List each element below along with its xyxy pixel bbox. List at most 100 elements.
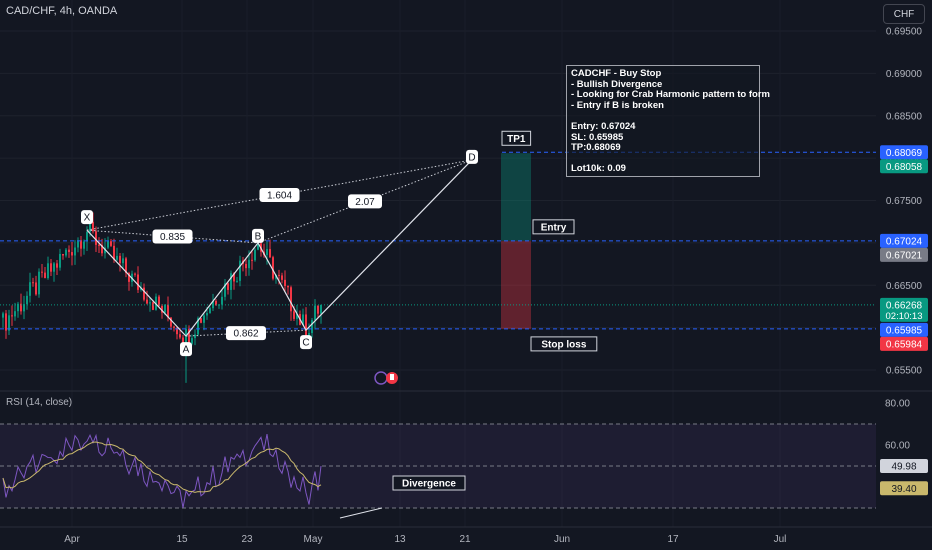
rsi-pane: 80.00 60.00 Divergence xyxy=(0,399,910,519)
candle-body xyxy=(197,318,199,335)
level-lines: TP1 Entry Stop loss xyxy=(0,130,876,352)
candle-body xyxy=(161,305,163,313)
candle-body xyxy=(104,247,106,254)
grid xyxy=(0,30,932,528)
candle-body xyxy=(149,302,151,304)
ratio-label-box xyxy=(259,187,300,202)
candle-body xyxy=(248,259,250,269)
tp1-label-text: TP1 xyxy=(507,134,526,145)
position-entry-tag: 0.67021 xyxy=(886,250,923,261)
candle-body xyxy=(200,318,202,323)
candle-body xyxy=(5,313,7,331)
rsi-tick-label: 60.00 xyxy=(885,441,910,452)
loss-zone xyxy=(501,240,531,329)
time-tick-label: 15 xyxy=(176,534,188,545)
candle-body xyxy=(137,274,139,290)
price-tick-label: 0.69000 xyxy=(886,69,923,80)
pattern-point-label: B xyxy=(255,231,262,242)
candle-body xyxy=(20,303,22,312)
time-axis: Apr 15 23 May 13 21 Jun 17 Jul xyxy=(64,534,786,545)
candle-body xyxy=(215,300,217,306)
candle-body xyxy=(266,249,268,256)
candle-body xyxy=(56,263,58,268)
candle-body xyxy=(71,252,73,256)
harmonic-pattern: 1.604 0.835 2.07 0.862 X A B C D xyxy=(81,149,478,385)
ratio-label-box xyxy=(226,326,266,341)
divergence-line xyxy=(339,507,383,519)
candle-body xyxy=(77,240,79,248)
price-tick-label: 0.68500 xyxy=(886,111,923,122)
candle-body xyxy=(110,241,112,246)
entry-label: Entry xyxy=(532,219,575,235)
currency-button[interactable]: CHF xyxy=(883,4,925,24)
candle-body xyxy=(257,243,259,250)
candle-body xyxy=(122,258,124,264)
tp1-label-box xyxy=(501,130,532,146)
symbol-title[interactable]: CAD/CHF, 4h, OANDA xyxy=(6,5,118,17)
divergence-label-box xyxy=(392,475,466,491)
divergence-label: Divergence xyxy=(392,475,466,491)
candle-body xyxy=(74,247,76,256)
candle-body xyxy=(194,334,196,339)
candle-body xyxy=(17,303,19,312)
candle-body xyxy=(221,296,223,305)
candle-body xyxy=(146,299,148,304)
rsi-value-tag: 49.98 xyxy=(891,462,916,473)
candle-body xyxy=(251,259,253,261)
candle-body xyxy=(293,311,295,319)
candle-body xyxy=(227,283,229,290)
rsi-ma-line xyxy=(2,441,322,493)
time-tick-label: 13 xyxy=(394,534,406,545)
divergence-label-text: Divergence xyxy=(402,479,456,490)
candle-body xyxy=(14,311,16,317)
candle-body xyxy=(80,240,82,249)
candle-body xyxy=(44,272,46,279)
candle-body xyxy=(95,231,97,245)
stop-loss-label: Stop loss xyxy=(530,336,598,352)
tp1-price-tag: 0.68069 xyxy=(886,148,923,159)
pattern-point-label: D xyxy=(468,152,475,163)
candle-body xyxy=(38,271,40,295)
candle-body xyxy=(296,314,298,319)
entry-label-box xyxy=(532,219,575,235)
candle-body xyxy=(32,282,34,284)
price-tick-label: 0.67500 xyxy=(886,196,923,207)
event-icon-glyph xyxy=(390,374,394,380)
rsi-indicator-title[interactable]: RSI (14, close) xyxy=(6,397,73,408)
candle-body xyxy=(92,221,94,232)
event-icon xyxy=(374,371,388,385)
bar-countdown: 02:10:13 xyxy=(886,311,923,322)
entry-price-tag-bg xyxy=(880,233,928,248)
candle-body xyxy=(305,314,307,341)
candle-body xyxy=(314,305,316,321)
stop-loss-price-tag-bg xyxy=(880,336,928,351)
long-position-tool xyxy=(501,153,531,329)
stop-price-tag-bg xyxy=(880,322,928,337)
candle-body xyxy=(89,221,91,233)
candle-body xyxy=(62,253,64,256)
target-price-tag: 0.68058 xyxy=(886,162,923,173)
candle-body xyxy=(272,257,274,279)
candle-body xyxy=(83,241,85,249)
note-line: CADCHF - Buy Stop xyxy=(571,68,662,79)
candle-body xyxy=(29,282,31,296)
candle-body xyxy=(134,273,136,275)
candle-body xyxy=(113,245,115,260)
candle-body xyxy=(173,326,175,328)
pattern-leg xyxy=(305,159,473,331)
candle-body xyxy=(284,279,286,287)
candle-body xyxy=(278,274,280,276)
profit-zone xyxy=(501,153,531,241)
candle-body xyxy=(11,315,13,317)
price-tick-label: 0.66500 xyxy=(886,281,923,292)
candle-body xyxy=(269,249,271,258)
candle-body xyxy=(26,295,28,305)
tp1-label: TP1 xyxy=(501,130,532,146)
trade-note[interactable]: CADCHF - Buy Stop - Bullish Divergence - L… xyxy=(566,65,770,177)
candle-body xyxy=(23,304,25,312)
note-line: - Entry if B is broken xyxy=(571,99,664,111)
pattern-point-box xyxy=(252,228,264,243)
candle-body xyxy=(86,232,88,242)
candle-body xyxy=(128,273,130,282)
